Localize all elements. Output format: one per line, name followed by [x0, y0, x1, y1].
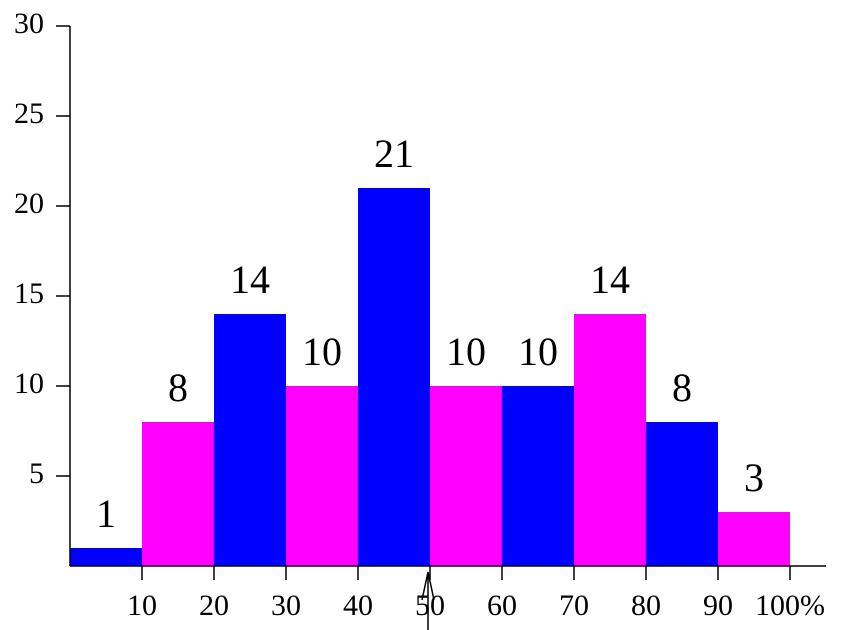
data-label: 14 — [590, 257, 630, 302]
bar — [214, 314, 286, 566]
bar — [430, 386, 502, 566]
data-label: 10 — [302, 329, 342, 374]
x-tick-label: 80 — [631, 589, 661, 622]
data-label: 1 — [96, 491, 116, 536]
bar — [358, 188, 430, 566]
x-tick-label: 70 — [559, 589, 589, 622]
data-label: 8 — [672, 365, 692, 410]
y-tick-label: 25 — [14, 97, 44, 130]
x-tick-label: 30 — [271, 589, 301, 622]
x-tick-label: 20 — [199, 589, 229, 622]
x-tick-label: 40 — [343, 589, 373, 622]
bar — [502, 386, 574, 566]
data-label: 14 — [230, 257, 270, 302]
y-tick-label: 30 — [14, 7, 44, 40]
data-label: 21 — [374, 131, 414, 176]
bar — [718, 512, 790, 566]
y-tick-label: 20 — [14, 187, 44, 220]
bar — [70, 548, 142, 566]
bar — [286, 386, 358, 566]
data-label: 10 — [518, 329, 558, 374]
y-tick-label: 10 — [14, 367, 44, 400]
x-tick-label: 50 — [415, 589, 445, 622]
data-label: 8 — [168, 365, 188, 410]
data-label: 3 — [744, 455, 764, 500]
y-tick-label: 5 — [29, 457, 44, 490]
x-tick-label: 100% — [755, 589, 825, 622]
x-tick-label: 10 — [127, 589, 157, 622]
bar — [646, 422, 718, 566]
x-tick-label: 90 — [703, 589, 733, 622]
bar — [142, 422, 214, 566]
data-label: 10 — [446, 329, 486, 374]
marker-arrow — [421, 571, 435, 630]
y-tick-label: 15 — [14, 277, 44, 310]
bar — [574, 314, 646, 566]
x-tick-label: 60 — [487, 589, 517, 622]
